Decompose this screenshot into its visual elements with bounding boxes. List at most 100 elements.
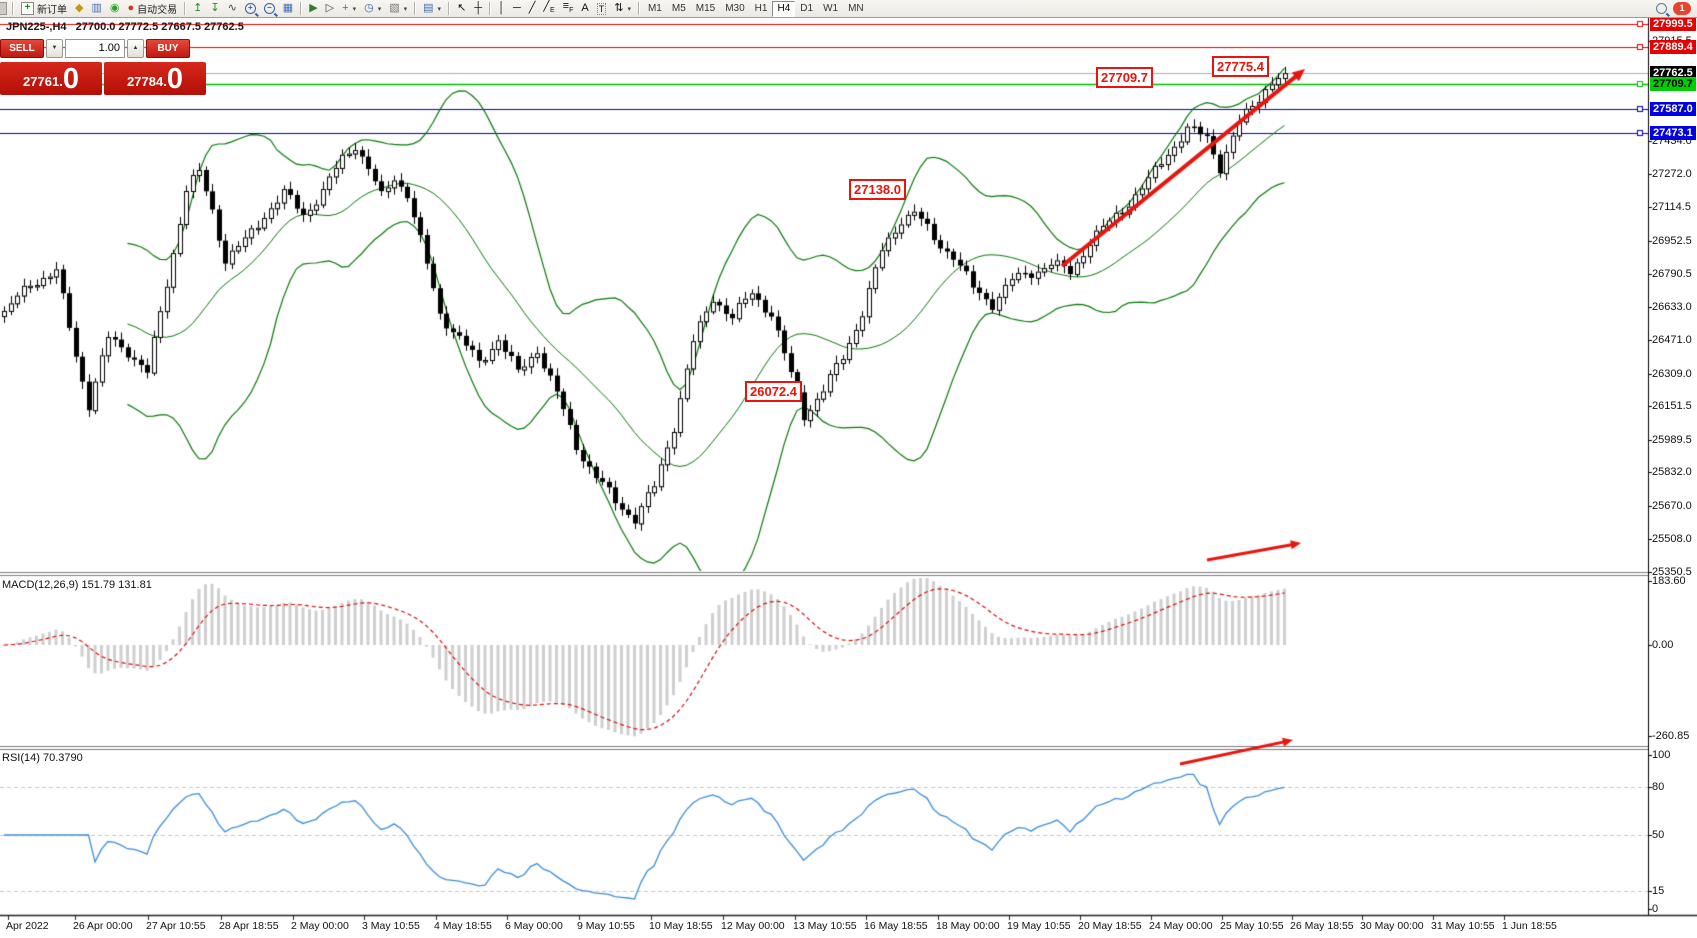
- equidistant-channel-button[interactable]: ╱E: [539, 0, 558, 17]
- fibonacci-icon: ≡F: [562, 0, 574, 15]
- timeframe-button-w1[interactable]: W1: [823, 2, 839, 14]
- dropdown-caret-icon[interactable]: ▾: [437, 5, 442, 13]
- tile-windows-button[interactable]: ▦: [279, 0, 297, 17]
- autotrading-button-label: 自动交易: [137, 5, 178, 16]
- autotrading-button[interactable]: ● 自动交易: [123, 0, 181, 17]
- time-axis-label: 18 May 00:00: [936, 920, 1000, 932]
- data-window-button[interactable]: ↧: [206, 0, 223, 17]
- time-axis-label: 12 May 00:00: [721, 920, 785, 932]
- chart-symbol-period: JPN225-,H4: [6, 21, 67, 33]
- dropdown-caret-icon[interactable]: ▾: [627, 5, 631, 13]
- volume-decrease-button[interactable]: ▼: [46, 39, 63, 58]
- trendline-button[interactable]: ╱: [525, 0, 540, 17]
- price-axis-tick: 27272.0: [1652, 168, 1692, 181]
- timeframe-button-m1[interactable]: M1: [647, 2, 662, 14]
- volume-increase-button[interactable]: ▲: [127, 39, 144, 58]
- fibonacci-button[interactable]: ≡F: [559, 0, 578, 17]
- one-click-trading-panel: SELL ▼ 1.00 ▲ BUY 27761. 0 27784. 0: [0, 39, 215, 95]
- auto-scroll-button[interactable]: ▶: [305, 0, 321, 17]
- toolbar-separator: [12, 2, 14, 15]
- signals-button[interactable]: ◉: [106, 0, 124, 17]
- time-axis-label: 3 May 10:55: [362, 920, 420, 932]
- market-watch-button[interactable]: ◆: [71, 0, 87, 17]
- timeframe-button-m30[interactable]: M30: [725, 2, 745, 14]
- timeframe-button-m15[interactable]: M15: [695, 2, 716, 14]
- chart-shift-button[interactable]: ▷: [322, 0, 338, 17]
- crosshair-button[interactable]: ┼: [470, 0, 486, 17]
- buy-price-big-digit: 0: [166, 63, 183, 95]
- navigator-button[interactable]: ▥: [87, 0, 105, 17]
- volume-input[interactable]: 1.00: [65, 39, 125, 58]
- text-label-button[interactable]: T: [593, 0, 611, 17]
- rsi-axis-tick: 100: [1652, 749, 1671, 761]
- periodicity-button[interactable]: ◷ ▾: [360, 0, 385, 17]
- timeframe-button-h1[interactable]: H1: [754, 2, 768, 14]
- search-icon[interactable]: [1656, 3, 1667, 14]
- timeframe-button-m5[interactable]: M5: [671, 2, 686, 14]
- time-axis-label: 24 May 00:00: [1149, 920, 1213, 932]
- notifications-button[interactable]: 1: [1673, 2, 1691, 15]
- toolbar-separator: [489, 2, 492, 15]
- cursor-button[interactable]: ↖: [453, 0, 470, 17]
- price-axis-tick: 25350.5: [1652, 566, 1692, 578]
- zoom-in-button[interactable]: +: [241, 0, 260, 17]
- indicator-list-icon: ↥: [193, 2, 203, 14]
- cursor-icon: ↖: [457, 2, 467, 14]
- text-button[interactable]: A: [577, 0, 592, 17]
- time-axis-label: 27 Apr 10:55: [146, 920, 206, 932]
- macd-axis-tick: 183.60: [1652, 574, 1686, 587]
- chart-curve-icon: ∿: [227, 2, 237, 14]
- timeframe-button-h4[interactable]: H4: [772, 0, 796, 17]
- equidistant-channel-icon: ╱E: [543, 0, 555, 15]
- timeframe-button-d1[interactable]: D1: [800, 2, 814, 14]
- buy-price-panel[interactable]: 27784. 0: [104, 62, 206, 95]
- new-order-button-label: 新订单: [37, 5, 67, 16]
- price-annotation: 27709.7: [1096, 67, 1153, 88]
- price-axis-tick: 26471.0: [1652, 334, 1692, 347]
- price-level-badge: 27473.1: [1650, 125, 1696, 140]
- sell-button[interactable]: SELL: [0, 39, 44, 58]
- price-level-badge: 27762.5: [1650, 66, 1696, 81]
- market-watch-icon: ◆: [75, 2, 84, 14]
- chart-type-button[interactable]: ▤ ▾: [419, 0, 445, 17]
- time-axis-label: 2 May 00:00: [291, 920, 349, 932]
- time-axis-label: 30 May 00:00: [1360, 920, 1424, 932]
- timeframe-toolbar: M1 M5 M15 M30 H1 H4 D1 W1 MN: [643, 0, 869, 17]
- crosshair-icon: ┼: [474, 2, 483, 14]
- price-axis-tick: 25670.0: [1652, 499, 1692, 512]
- dropdown-caret-icon[interactable]: ▾: [377, 5, 382, 13]
- clock-icon: ◷: [364, 2, 374, 14]
- time-axis-label: 20 May 18:55: [1078, 920, 1142, 932]
- sell-price-panel[interactable]: 27761. 0: [0, 62, 102, 95]
- arrows-button[interactable]: ⇅ ▾: [610, 0, 635, 17]
- time-axis-label: 19 May 10:55: [1007, 920, 1071, 932]
- time-axis-label: 26 May 18:55: [1290, 920, 1354, 932]
- horizontal-line-icon: ─: [512, 2, 521, 14]
- add-indicator-button[interactable]: + ▾: [338, 0, 360, 17]
- templates-button[interactable]: ▧ ▾: [385, 0, 411, 17]
- time-axis-label: 16 May 18:55: [864, 920, 928, 932]
- trendline-icon: ╱: [528, 2, 536, 14]
- toolbar-separator: [184, 2, 187, 15]
- chart-curve-button[interactable]: ∿: [224, 0, 241, 17]
- zoom-out-button[interactable]: −: [260, 0, 279, 17]
- time-axis-label: Apr 2022: [6, 920, 49, 932]
- trade-panel-controls: SELL ▼ 1.00 ▲ BUY: [0, 39, 215, 58]
- toolbar-separator: [448, 2, 451, 15]
- timeframe-button-mn[interactable]: MN: [848, 2, 864, 14]
- indicator-list-button[interactable]: ↥: [189, 0, 206, 17]
- dropdown-caret-icon[interactable]: ▾: [403, 5, 408, 13]
- buy-button[interactable]: BUY: [146, 39, 190, 58]
- macd-axis-tick: -260.85: [1652, 730, 1690, 743]
- dropdown-caret-icon[interactable]: ▾: [352, 5, 357, 13]
- price-axis-tick: 26952.5: [1652, 234, 1692, 247]
- buy-price-dot: .: [163, 74, 167, 89]
- time-axis-label: 31 May 10:55: [1431, 920, 1495, 932]
- horizontal-line-button[interactable]: ─: [509, 0, 525, 17]
- vertical-line-button[interactable]: │: [494, 0, 509, 17]
- tile-windows-icon: ▦: [282, 2, 294, 14]
- text-icon: A: [581, 2, 589, 14]
- new-order-button[interactable]: + 新订单: [17, 0, 71, 17]
